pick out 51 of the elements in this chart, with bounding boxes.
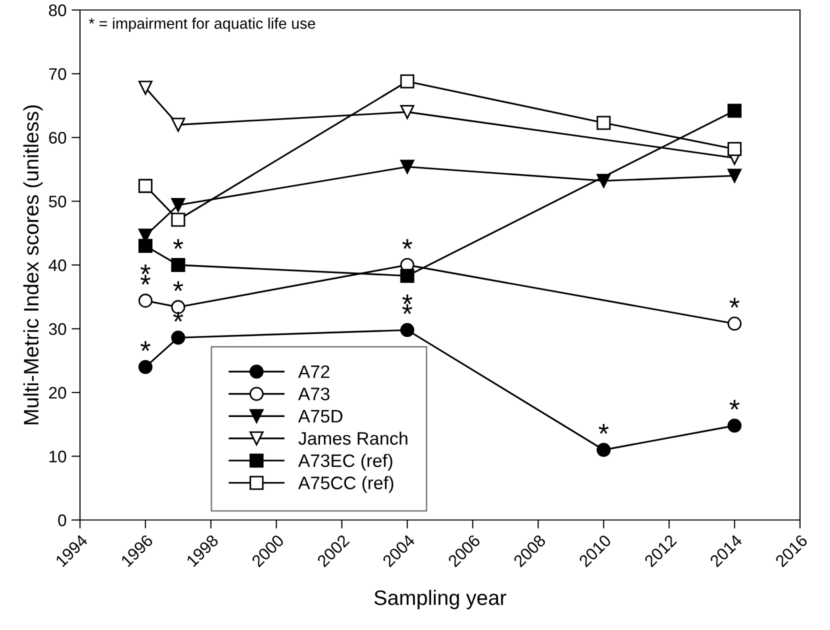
point (138, 360, 152, 374)
legend-label: James Ranch (298, 432, 408, 445)
y-tick-label: 20 (49, 386, 66, 399)
annotation: * (140, 341, 150, 351)
legend-label: A72 (298, 365, 330, 378)
legend-label: A73 (298, 388, 330, 400)
y-tick-label: 50 (48, 196, 66, 208)
y-axis-title: Multi-Metric Index scores (unitless) (23, 105, 43, 424)
annotation: * (140, 274, 150, 285)
annotation: * (730, 400, 740, 410)
annotation: * (730, 298, 740, 308)
legend-label: A73EC (ref) (298, 454, 392, 471)
point (138, 178, 152, 193)
point (138, 238, 152, 253)
point (400, 323, 414, 338)
point (728, 418, 742, 433)
annotation: * (598, 424, 609, 434)
y-tick-label: 10 (50, 450, 66, 462)
point (400, 74, 414, 88)
point (138, 80, 152, 95)
point (171, 330, 186, 345)
y-tick-label: 80 (48, 4, 66, 16)
point (400, 268, 414, 283)
point (171, 118, 186, 132)
legend-label: A75D (298, 410, 342, 423)
x-axis-title: Sampling year (374, 590, 506, 610)
y-tick-label: 70 (49, 68, 66, 80)
legend-label: A75CC (ref) (298, 476, 394, 493)
y-tick-label: 60 (49, 132, 66, 144)
point (171, 198, 186, 212)
annotation: * = impairment for aquatic life use (88, 18, 316, 32)
point (596, 116, 611, 130)
point (728, 316, 742, 331)
point (728, 168, 742, 183)
point (400, 160, 414, 174)
annotation: * (140, 264, 150, 274)
point (728, 142, 742, 156)
point (728, 104, 742, 118)
annotation: * (173, 239, 184, 249)
point (596, 442, 611, 457)
y-tick-label: 0 (58, 514, 66, 526)
y-tick-label: 40 (48, 259, 66, 272)
point (400, 104, 414, 120)
point (138, 294, 152, 308)
annotation: * (173, 281, 184, 292)
annotation: * (402, 304, 412, 314)
annotation: * (402, 239, 412, 249)
point (171, 212, 186, 227)
point (171, 258, 186, 272)
annotation: * (402, 294, 412, 304)
y-tick-label: 30 (48, 323, 66, 335)
